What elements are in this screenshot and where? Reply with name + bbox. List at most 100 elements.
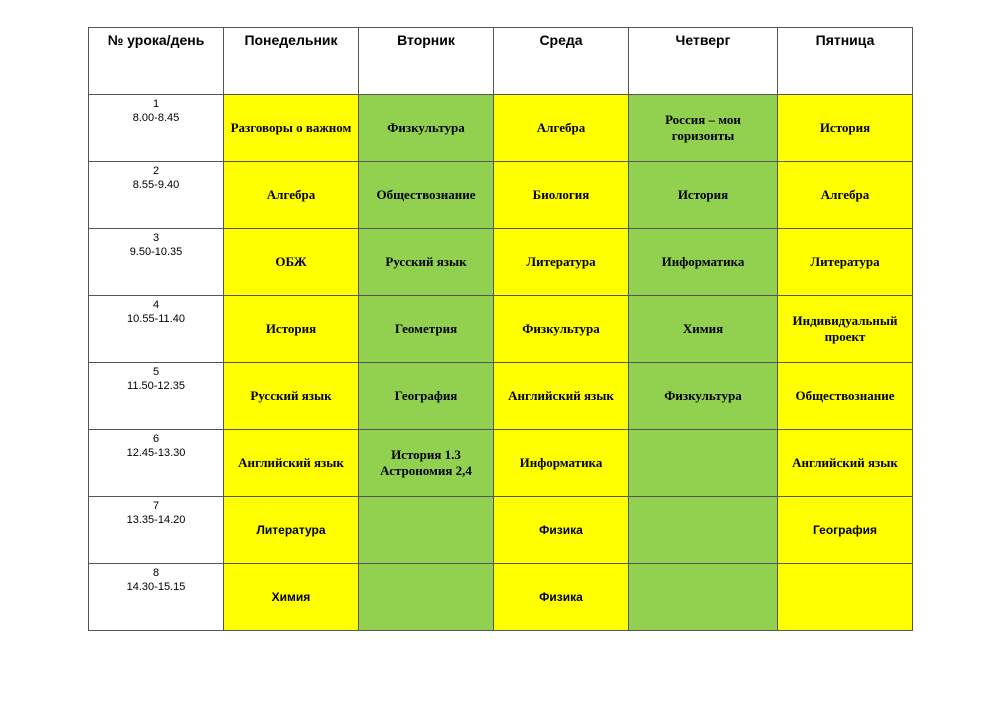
subject-cell: Информатика bbox=[493, 429, 629, 497]
subject-cell bbox=[628, 496, 778, 564]
subject: Физика bbox=[539, 590, 583, 604]
subject: Физкультура bbox=[522, 321, 600, 336]
subject: Английский язык bbox=[792, 455, 898, 470]
subject-cell: Английский язык bbox=[493, 362, 629, 430]
lesson-time: 8.55-9.40 bbox=[132, 179, 180, 191]
header-text: Среда bbox=[539, 32, 583, 48]
lesson-number: 5 bbox=[152, 366, 160, 378]
subject: Английский язык bbox=[238, 455, 344, 470]
header-text: Вторник bbox=[397, 32, 455, 48]
header-text: Четверг bbox=[675, 32, 731, 48]
subject-cell: География bbox=[358, 362, 494, 430]
subject-cell: Физкультура bbox=[358, 94, 494, 162]
subject-cell bbox=[777, 563, 913, 631]
subject: Обществознание bbox=[376, 187, 476, 202]
lesson-row: 6 12.45-13.30 Английский язык История 1.3 Ас… bbox=[88, 429, 913, 497]
subject-cell bbox=[628, 429, 778, 497]
subject: Обществознание bbox=[795, 388, 895, 403]
subject-cell: Биология bbox=[493, 161, 629, 229]
subject-cell: Алгебра bbox=[777, 161, 913, 229]
header-cell: Пятница bbox=[777, 27, 913, 95]
subject-cell: Русский язык bbox=[358, 228, 494, 296]
subject: Геометрия bbox=[394, 321, 458, 336]
header-text: Пятница bbox=[815, 32, 875, 48]
lesson-time: 10.55-11.40 bbox=[127, 313, 185, 325]
subject: География bbox=[812, 523, 878, 537]
subject: ОБЖ bbox=[275, 254, 307, 269]
subject-cell: Физика bbox=[493, 496, 629, 564]
subject: Литература bbox=[526, 254, 596, 269]
subject: Физкультура bbox=[387, 120, 465, 135]
subject-cell: Литература bbox=[493, 228, 629, 296]
lesson-number: 8 bbox=[152, 567, 160, 579]
subject: Английский язык bbox=[508, 388, 614, 403]
subject-cell: История bbox=[628, 161, 778, 229]
lesson-number: 6 bbox=[152, 433, 160, 445]
subject-line: Астрономия 2,4 bbox=[380, 463, 472, 478]
subject-cell: Физкультура bbox=[628, 362, 778, 430]
subject-cell: Индивидуальный проект bbox=[777, 295, 913, 363]
subject-cell: Химия bbox=[628, 295, 778, 363]
lesson-time: 9.50-10.35 bbox=[129, 246, 183, 258]
lesson-number-cell: 6 12.45-13.30 bbox=[88, 429, 224, 497]
subject: Россия – мои горизонты bbox=[665, 112, 741, 143]
lesson-row: 8 14.30-15.15 Химия Физика bbox=[88, 563, 913, 631]
subject-cell: Разговоры о важном bbox=[223, 94, 359, 162]
lesson-number-cell: 4 10.55-11.40 bbox=[88, 295, 224, 363]
subject-cell: Литература bbox=[777, 228, 913, 296]
subject-cell bbox=[358, 496, 494, 564]
subject-cell: Физика bbox=[493, 563, 629, 631]
lesson-time: 8.00-8.45 bbox=[132, 112, 180, 124]
subject-cell: Геометрия bbox=[358, 295, 494, 363]
subject-line: История 1.3 bbox=[391, 447, 461, 462]
subject: Химия bbox=[682, 321, 724, 336]
subject: Информатика bbox=[661, 254, 745, 269]
subject: История bbox=[819, 120, 871, 135]
subject-cell: История bbox=[223, 295, 359, 363]
lesson-number-cell: 2 8.55-9.40 bbox=[88, 161, 224, 229]
subject: История bbox=[677, 187, 729, 202]
subject: Алгебра bbox=[266, 187, 316, 202]
subject-cell bbox=[628, 563, 778, 631]
subject: Литература bbox=[810, 254, 880, 269]
subject-cell: Английский язык bbox=[223, 429, 359, 497]
subject-cell: Информатика bbox=[628, 228, 778, 296]
subject-cell: Физкультура bbox=[493, 295, 629, 363]
subject-cell: Обществознание bbox=[777, 362, 913, 430]
subject: Русский язык bbox=[385, 254, 467, 269]
subject: Индивидуальный проект bbox=[792, 313, 898, 344]
header-cell: № урока/день bbox=[88, 27, 224, 95]
lesson-number-cell: 3 9.50-10.35 bbox=[88, 228, 224, 296]
header-cell: Четверг bbox=[628, 27, 778, 95]
lesson-row: 4 10.55-11.40 История Геометрия Физкультура Х… bbox=[88, 295, 913, 363]
subject: Алгебра bbox=[536, 120, 586, 135]
header-text: Понедельник bbox=[244, 32, 338, 48]
lesson-time: 11.50-12.35 bbox=[127, 380, 185, 392]
subject-cell: Обществознание bbox=[358, 161, 494, 229]
lesson-number: 2 bbox=[152, 165, 160, 177]
subject-cell: География bbox=[777, 496, 913, 564]
subject: История bbox=[265, 321, 317, 336]
lesson-time: 13.35-14.20 bbox=[126, 514, 186, 526]
subject-cell: Алгебра bbox=[223, 161, 359, 229]
subject-cell: Литература bbox=[223, 496, 359, 564]
header-cell: Понедельник bbox=[223, 27, 359, 95]
subject-cell: Россия – мои горизонты bbox=[628, 94, 778, 162]
lesson-number-cell: 1 8.00-8.45 bbox=[88, 94, 224, 162]
subject: Биология bbox=[532, 187, 590, 202]
header-cell: Среда bbox=[493, 27, 629, 95]
lesson-row: 2 8.55-9.40 Алгебра Обществознание Биология И… bbox=[88, 161, 913, 229]
lesson-number: 4 bbox=[152, 299, 160, 311]
subject: Разговоры о важном bbox=[230, 120, 352, 135]
header-text: № урока/день bbox=[107, 32, 205, 48]
subject-cell: Русский язык bbox=[223, 362, 359, 430]
subject: Физкультура bbox=[664, 388, 742, 403]
subject: Информатика bbox=[519, 455, 603, 470]
subject-cell: Алгебра bbox=[493, 94, 629, 162]
lesson-time: 12.45-13.30 bbox=[126, 447, 186, 459]
lesson-number-cell: 8 14.30-15.15 bbox=[88, 563, 224, 631]
subject: Химия bbox=[271, 590, 311, 604]
lesson-number-cell: 5 11.50-12.35 bbox=[88, 362, 224, 430]
lesson-row: 7 13.35-14.20 Литература Физика География bbox=[88, 496, 913, 564]
